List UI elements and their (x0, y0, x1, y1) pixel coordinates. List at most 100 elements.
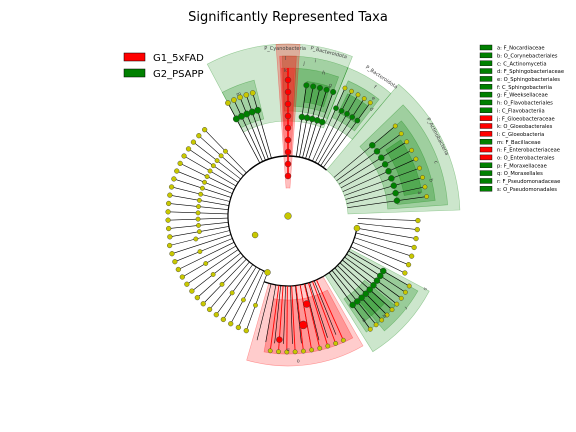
legend-label-g1: G1_5xFAD (153, 53, 204, 64)
internal-node (253, 302, 258, 308)
enriched-node-g2 (303, 82, 310, 89)
leaf-node (284, 349, 290, 355)
clade-label-o: o (296, 358, 299, 364)
taxa-legend-swatch (479, 186, 493, 192)
internal-node (195, 210, 201, 216)
taxa-legend-label: k: O_Gloeobacterales (497, 124, 553, 130)
internal-node (193, 236, 199, 242)
taxa-legend-label: e: O_Sphingobacteriales (497, 77, 560, 83)
internal-node (198, 191, 204, 197)
tree-branch (203, 258, 247, 304)
leaf-node (228, 321, 234, 327)
leaf-node (415, 217, 421, 224)
enriched-node-g2 (254, 106, 262, 114)
enriched-node-g1 (284, 88, 292, 96)
tree-branch (346, 186, 426, 204)
sector-c (359, 104, 448, 210)
taxa-legend-swatch (479, 146, 493, 153)
enriched-node-g2 (338, 108, 345, 114)
leaf-node (404, 139, 410, 145)
clade-label-n: n (286, 346, 289, 352)
taxa-legend-label: l: C_Gloeobacteria (497, 132, 544, 138)
tree-branch (312, 87, 346, 162)
taxa-legend-swatch (479, 107, 493, 114)
tree-branch (316, 279, 344, 341)
enriched-node-g1 (299, 320, 308, 330)
clade-label-f: f (372, 85, 377, 91)
internal-node (223, 148, 228, 154)
internal-node (200, 185, 205, 191)
tree-branch (355, 232, 415, 248)
enriched-node-g1 (284, 100, 292, 108)
tree-branch (238, 270, 264, 328)
leaf-node (200, 301, 206, 307)
internal-node (196, 197, 202, 203)
leaf-node (276, 349, 281, 355)
tree-branch (269, 285, 280, 351)
leaf-node (361, 96, 367, 101)
leaf-node (394, 301, 400, 307)
leaf-node (325, 343, 331, 349)
taxa-legend-swatch (479, 76, 493, 82)
internal-node (197, 249, 203, 254)
leaf-node (367, 326, 373, 332)
tree-branch (344, 167, 420, 196)
enriched-node-g2 (344, 111, 350, 117)
enriched-node-g2 (380, 267, 387, 275)
tree-branch (252, 92, 272, 159)
tree-branch (291, 285, 296, 352)
leaf-node (249, 90, 256, 96)
tree-branch (308, 282, 329, 347)
tree-branch (354, 237, 412, 257)
tree-branch (233, 99, 263, 162)
clade-label-cyanobacteria: P_Cyanobacteria (264, 46, 306, 52)
leaf-node (403, 289, 408, 295)
tree-branch (328, 272, 371, 330)
tree-branch (308, 91, 334, 160)
leaf-node (175, 266, 181, 273)
tree-branch (216, 264, 253, 315)
enriched-node-g2 (366, 286, 373, 293)
tree-branch (347, 196, 427, 208)
leaf-node (202, 127, 208, 133)
tree-branch (323, 102, 371, 168)
tree-nodes (165, 76, 430, 355)
internal-node (219, 281, 225, 287)
enriched-node-g2 (323, 86, 330, 93)
taxa-legend-swatch (479, 91, 493, 98)
enriched-node-g2 (349, 301, 356, 309)
clade-label-r: r (402, 305, 409, 311)
enriched-node-g2 (381, 161, 389, 168)
tree-branch (178, 242, 235, 270)
tree-branch (334, 267, 382, 321)
leaf-node (413, 235, 419, 242)
clade-label-g: g (328, 82, 333, 89)
enriched-node-g2 (390, 182, 397, 189)
leaf-node (179, 274, 185, 280)
leaf-node (185, 146, 192, 152)
enriched-node-g1 (284, 160, 292, 168)
clade-label-c: c (432, 160, 439, 165)
taxa-legend-swatch (479, 99, 493, 106)
taxa-legend-label: j: F_Gloeobacteraceae (496, 116, 555, 122)
tree-branch (345, 177, 423, 200)
leaf-node (317, 345, 323, 351)
sector-a (385, 139, 423, 196)
tree-branch (283, 285, 286, 344)
tree-branch (331, 270, 377, 326)
tree-branch (320, 98, 365, 166)
enriched-node-g1 (284, 76, 292, 84)
internal-node (195, 216, 201, 222)
leaf-node (166, 225, 172, 232)
tree-branch (169, 230, 230, 246)
internal-node (207, 168, 213, 174)
taxa-legend-label: q: O_Moraxellales (497, 171, 543, 177)
leaf-node (309, 347, 315, 353)
tree-branch (295, 285, 304, 352)
leaf-node (349, 88, 354, 94)
tree-branch (263, 276, 324, 287)
taxa-legend-label: r: F_Pseudomonadaceae (497, 179, 560, 185)
tree-branch (342, 259, 398, 305)
tree-branch (182, 245, 237, 278)
